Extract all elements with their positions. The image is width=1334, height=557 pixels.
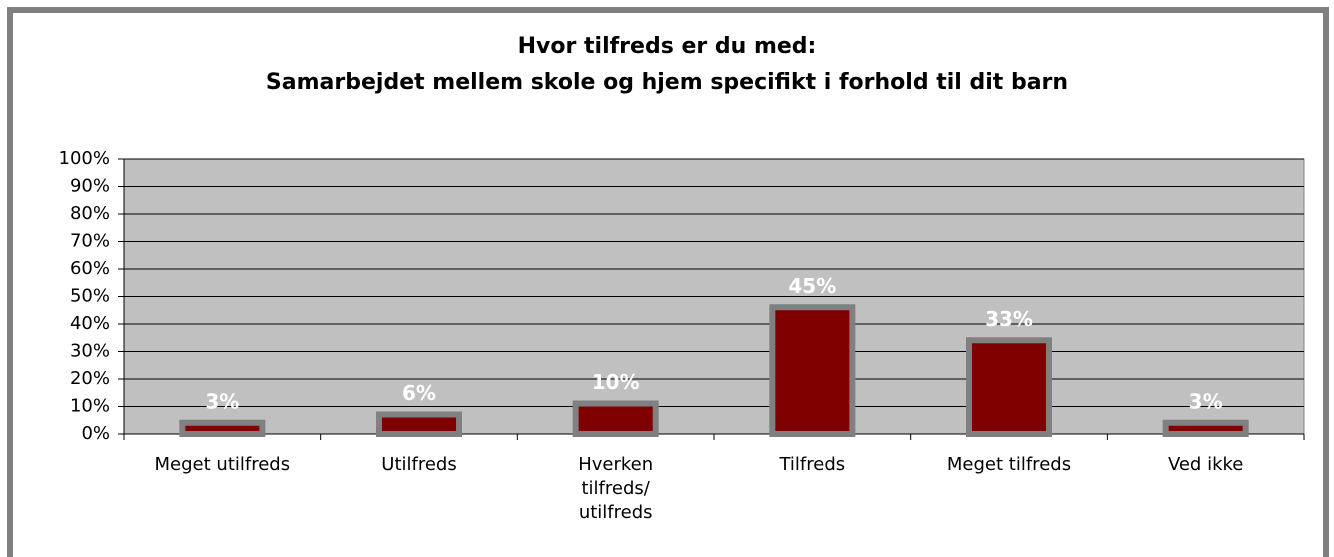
- y-tick-label: 50%: [70, 286, 110, 307]
- y-tick-label: 10%: [70, 396, 110, 417]
- y-tick-label: 70%: [70, 231, 110, 252]
- data-label: 33%: [985, 307, 1033, 331]
- data-label: 10%: [592, 370, 640, 394]
- x-tick-label: Meget tilfreds: [946, 454, 1072, 475]
- y-tick-label: 80%: [70, 203, 110, 224]
- bar: [572, 400, 659, 437]
- x-tick-label: Tilfreds: [779, 454, 846, 475]
- y-tick-label: 100%: [59, 148, 110, 169]
- y-tick-label: 90%: [70, 176, 110, 197]
- y-tick-label: 40%: [70, 313, 110, 334]
- data-label: 6%: [402, 381, 436, 405]
- bar: [769, 304, 856, 437]
- chart-title: Hvor tilfreds er du med:: [518, 34, 817, 59]
- data-label: 3%: [205, 389, 239, 413]
- x-tick-label: Ved ikke: [1167, 454, 1244, 475]
- bar: [1162, 419, 1249, 437]
- chart-title: Samarbejdet mellem skole og hjem specifi…: [266, 70, 1068, 95]
- bar: [966, 337, 1052, 437]
- bar: [179, 419, 266, 437]
- data-label: 45%: [788, 274, 836, 298]
- y-tick-label: 20%: [70, 368, 110, 389]
- x-tick-label: Hverken tilfreds/ utilfreds: [578, 454, 654, 523]
- bar: [376, 411, 462, 437]
- y-tick-label: 0%: [81, 423, 110, 444]
- x-tick-label: Utilfreds: [381, 454, 457, 475]
- y-tick-label: 30%: [70, 341, 110, 362]
- y-tick-label: 60%: [70, 258, 110, 279]
- data-label: 3%: [1189, 389, 1223, 413]
- x-tick-label: Meget utilfreds: [154, 454, 291, 475]
